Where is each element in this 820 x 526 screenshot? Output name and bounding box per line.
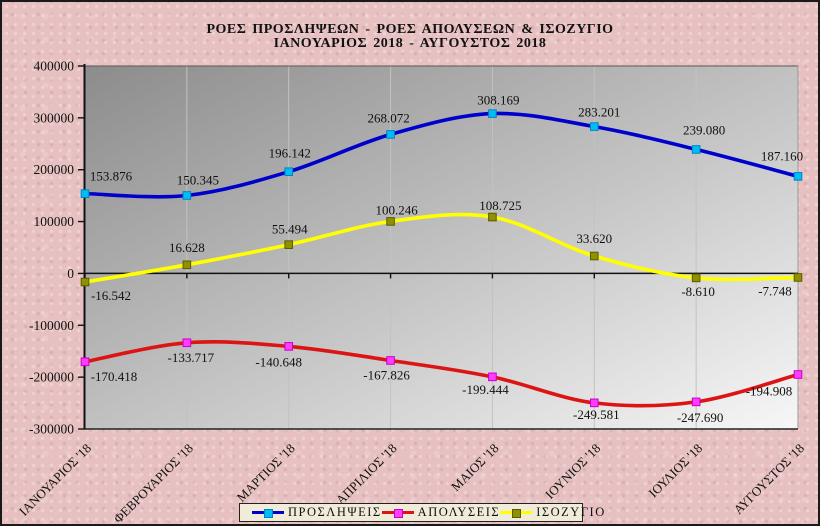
y-tick-label: 300000 [34,110,75,125]
data-label: -194.908 [746,384,793,399]
data-label: 108.725 [479,198,521,213]
data-label: 268.072 [367,110,409,125]
data-point-marker [793,273,803,282]
data-label: 100.246 [375,202,418,217]
data-label: -199.444 [462,382,509,397]
data-point-marker [488,212,497,222]
data-label: 239.080 [683,122,725,137]
data-label: -247.690 [677,410,724,425]
data-point-marker [182,191,192,200]
y-tick-label: 100000 [34,214,75,229]
chart-title: ΡΟΕΣ ΠΡΟΣΛΗΨΕΩΝ - ΡΟΕΣ ΑΠΟΛΥΣΕΩΝ & ΙΣΟΖΥ… [2,23,818,51]
chart-title-line2: ΙΑΝΟΥΑΡΙΟΣ 2018 - ΑΥΓΟΥΣΤΟΣ 2018 [273,36,547,51]
data-point-marker [793,172,803,181]
legend-line-marker-swatch [381,508,414,518]
data-label: -7.748 [758,283,792,298]
series-line-2 [83,212,800,284]
data-label: -170.418 [91,369,138,384]
legend-line-marker-swatch [500,508,533,518]
data-point-marker [691,145,701,154]
data-point-marker [589,251,599,261]
x-category-label: ΜΑΡΤΙΟΣ '18 [233,441,297,505]
series-line-0 [83,111,800,199]
series-line-1 [83,340,800,408]
x-category-label: ΙΑΝΟΥΑΡΙΟΣ '18 [16,441,94,519]
data-point-marker [488,109,497,118]
y-tick-label: 400000 [34,59,75,74]
data-label: -140.648 [255,354,302,369]
data-label: 187.160 [761,148,803,163]
data-label: 33.620 [576,231,612,246]
data-point-marker [80,277,90,287]
y-tick-label: -300000 [29,422,74,437]
data-label: -16.542 [91,288,131,303]
y-tick-label: 0 [67,266,74,281]
data-point-marker [793,370,803,379]
y-tick-label: -100000 [29,318,74,333]
legend-item-1: ΑΠΟΛΥΣΕΙΣ [381,505,501,520]
legend-label: ΑΠΟΛΥΣΕΙΣ [417,505,501,519]
data-point-marker [284,342,294,351]
data-label: 150.345 [177,172,219,187]
legend-label: ΠΡΟΣΛΗΨΕΙΣ [288,505,382,519]
data-point-marker [589,122,599,131]
data-label: -249.581 [573,407,620,422]
y-tick-label: 200000 [34,162,75,177]
data-point-marker [284,167,294,177]
legend-item-0: ΠΡΟΣΛΗΨΕΙΣ [252,505,382,520]
chart-title-line1: ΡΟΕΣ ΠΡΟΣΛΗΨΕΩΝ - ΡΟΕΣ ΑΠΟΛΥΣΕΩΝ & ΙΣΟΖΥ… [206,22,614,37]
data-point-marker [80,189,90,198]
x-category-label: ΦΕΒΡΟΥΑΡΙΟΣ '18 [111,441,196,526]
x-category-label: ΑΥΓΟΥΣΤΟΣ '18 [731,441,808,518]
data-label: 16.628 [169,240,205,255]
data-label: 153.876 [90,169,133,184]
legend-item-2: ΙΣΟΖΥΓΙΟ [500,505,606,520]
legend-label: ΙΣΟΖΥΓΙΟ [536,505,606,519]
data-label: -167.826 [363,367,410,382]
data-point-marker [80,357,90,367]
data-label: 308.169 [477,93,519,108]
x-category-label: ΜΑΙΟΣ '18 [448,441,502,495]
data-point-marker [589,398,599,408]
legend: ΠΡΟΣΛΗΨΕΙΣ ΑΠΟΛΥΣΕΙΣ ΙΣΟΖΥΓΙΟ [239,503,604,522]
data-point-marker [182,260,192,270]
data-point-marker [386,356,395,365]
data-label: 283.201 [578,105,620,120]
data-point-marker [386,130,395,139]
data-point-marker [386,217,395,226]
data-label: -133.717 [168,350,215,365]
data-label: -8.610 [681,284,715,299]
data-point-marker [691,273,701,283]
data-point-marker [182,338,192,348]
x-category-label: ΑΠΡΙΛΙΟΣ '18 [333,441,400,508]
data-label: 55.494 [272,222,308,237]
legend-line-marker-swatch [252,508,284,518]
y-tick-label: -200000 [29,370,74,385]
data-point-marker [284,240,294,249]
data-label: 196.142 [269,146,311,161]
x-category-label: ΙΟΥΝΙΟΣ '18 [542,441,603,502]
data-point-marker [488,372,497,382]
x-category-label: ΙΟΥΛΙΟΣ '18 [645,441,705,501]
data-point-marker [691,397,701,407]
